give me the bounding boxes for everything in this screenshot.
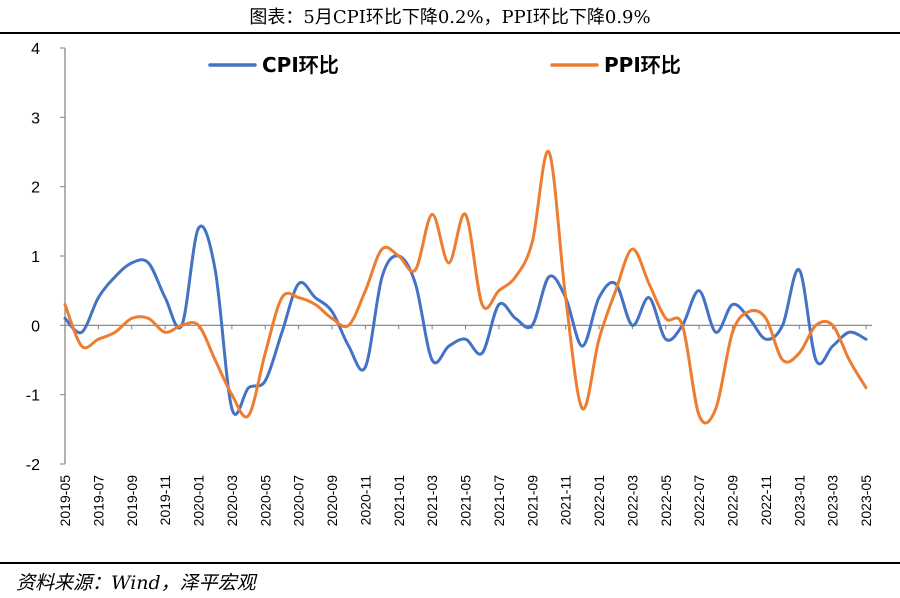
x-tick-label: 2020-01 bbox=[191, 475, 207, 527]
y-tick-label: 0 bbox=[31, 318, 40, 335]
series-line-cpi bbox=[63, 224, 868, 416]
x-tick-label: 2022-01 bbox=[591, 475, 607, 527]
x-tick-label: 2019-07 bbox=[90, 475, 106, 527]
x-tick-label: 2020-07 bbox=[291, 475, 307, 527]
x-tick-label: 2023-05 bbox=[858, 475, 874, 527]
series-line-ppi bbox=[63, 150, 868, 425]
x-tick-label: 2021-07 bbox=[491, 475, 507, 527]
x-tick-label: 2021-05 bbox=[458, 475, 474, 527]
chart-title: 图表：5月CPI环比下降0.2%，PPI环比下降0.9% bbox=[249, 7, 651, 28]
x-tick-label: 2020-09 bbox=[324, 475, 340, 527]
chart-axes bbox=[64, 48, 872, 464]
x-tick-label: 2021-11 bbox=[558, 475, 574, 526]
x-tick-label: 2021-01 bbox=[391, 475, 407, 527]
y-axis-ticks: -2 -1 0 1 2 3 4 bbox=[26, 41, 65, 474]
x-tick-label: 2019-11 bbox=[157, 475, 173, 526]
x-tick-label: 2021-09 bbox=[524, 475, 540, 527]
legend-label-ppi: PPI环比 bbox=[604, 53, 681, 77]
x-tick-label: 2019-09 bbox=[124, 475, 140, 527]
y-tick-label: -1 bbox=[26, 388, 40, 405]
legend-label-cpi: CPI环比 bbox=[262, 53, 339, 77]
series-lines bbox=[63, 150, 868, 425]
title-divider bbox=[0, 32, 900, 34]
x-tick-label: 2020-11 bbox=[357, 475, 373, 526]
x-tick-label: 2022-07 bbox=[691, 475, 707, 527]
y-tick-label: 3 bbox=[31, 110, 40, 127]
y-tick-label: -2 bbox=[26, 457, 40, 474]
source-divider bbox=[0, 562, 900, 564]
x-tick-label: 2022-09 bbox=[725, 475, 741, 527]
y-tick-label: 4 bbox=[31, 41, 40, 58]
x-axis-ticks: 2019-05 2019-07 2019-09 2019-11 2020-01 2020-… bbox=[57, 325, 874, 526]
x-tick-label: 2023-01 bbox=[791, 475, 807, 527]
y-tick-label: 2 bbox=[31, 180, 40, 197]
x-tick-label: 2019-05 bbox=[57, 475, 73, 527]
x-tick-label: 2023-03 bbox=[825, 475, 841, 527]
x-tick-label: 2022-11 bbox=[758, 475, 774, 526]
legend: CPI环比 PPI环比 bbox=[208, 53, 681, 77]
y-tick-label: 1 bbox=[31, 249, 40, 266]
x-tick-label: 2020-03 bbox=[224, 475, 240, 527]
source-note: 资料来源：Wind，泽平宏观 bbox=[16, 572, 256, 594]
x-tick-label: 2020-05 bbox=[257, 475, 273, 527]
x-tick-label: 2022-05 bbox=[658, 475, 674, 527]
x-tick-label: 2022-03 bbox=[624, 475, 640, 527]
x-tick-label: 2021-03 bbox=[424, 475, 440, 527]
